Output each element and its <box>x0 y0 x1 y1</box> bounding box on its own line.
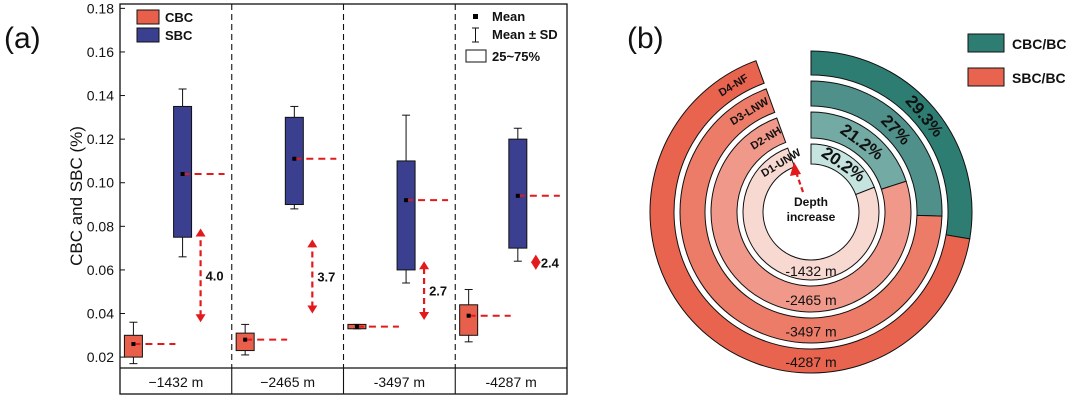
ratio-arrow-head-bottom <box>307 305 318 314</box>
cbc-box <box>123 334 143 358</box>
sbc-bc-segment <box>742 147 880 281</box>
sbc-box <box>396 160 416 271</box>
legend-swatch-sbc <box>136 27 160 43</box>
legend-swatch-cbc-bc <box>967 33 1005 53</box>
cbc-box <box>459 304 479 336</box>
depth-arrow-head <box>790 162 801 176</box>
depth-arrow-shaft <box>794 171 805 193</box>
y-tick-label: 0.10 <box>87 175 114 191</box>
sbc-bc-segment <box>710 117 912 313</box>
ratio-arrow-head-bottom <box>530 261 541 270</box>
panel-b-letter: (b) <box>627 22 664 55</box>
category-label: −2465 m <box>260 374 315 390</box>
y-tick-label: 0.02 <box>87 349 114 365</box>
ratio-arrow-head-top <box>195 228 206 237</box>
legend-swatch-cbc <box>136 9 160 25</box>
ratio-arrow-head-top <box>307 239 318 248</box>
legend-label: Mean ± SD <box>492 27 558 42</box>
y-tick-label: 0.04 <box>87 306 114 322</box>
y-tick-label: 0.12 <box>87 131 114 147</box>
legend-label: CBC/BC <box>1012 36 1066 52</box>
ratio-label: 2.4 <box>541 255 560 270</box>
category-label: −1432 m <box>148 374 203 390</box>
y-tick-label: 0.14 <box>87 88 114 104</box>
ratio-label: 4.0 <box>206 268 224 283</box>
ratio-arrow-head-bottom <box>419 312 430 321</box>
legend-label: Mean <box>492 9 525 24</box>
sbc-box <box>508 138 528 249</box>
ring-depth-label: -2465 m <box>785 292 836 308</box>
legend-label: SBC <box>165 28 193 43</box>
cbc-box <box>235 332 255 352</box>
legend-label: SBC/BC <box>1012 70 1066 86</box>
panel-a-box-chart: 0.02 0.04 0.06 0.08 0.10 0.12 0.14 0.16 0.18 −143… <box>87 0 568 395</box>
ring-depth-label: -3497 m <box>785 324 836 340</box>
center-label-depth: Depth <box>794 195 828 209</box>
legend-label: 25~75% <box>492 49 541 64</box>
cbc-mean-marker <box>131 342 136 347</box>
sbc-mean-marker <box>515 193 520 198</box>
ratio-label: 3.7 <box>317 269 335 284</box>
panel-a-letter: (a) <box>4 22 41 55</box>
legend-iqr-box <box>465 49 487 63</box>
ring-depth-label: -4287 m <box>785 354 836 370</box>
ratio-arrow-head-bottom <box>195 314 206 323</box>
sbc-box <box>284 116 304 206</box>
y-axis-title: CBC and SBC (%) <box>67 126 86 266</box>
sbc-mean-marker <box>404 198 409 203</box>
sbc-mean-marker <box>292 156 297 161</box>
sbc-bc-segment <box>649 60 971 374</box>
legend-mean-marker <box>473 14 478 19</box>
y-tick-label: 0.18 <box>87 0 114 16</box>
center-label-increase: increase <box>787 210 836 224</box>
y-tick-label: 0.16 <box>87 44 114 60</box>
legend-swatch-sbc-bc <box>967 67 1005 87</box>
sbc-bc-segment <box>679 88 943 344</box>
ratio-label: 2.7 <box>429 284 447 299</box>
panel-b-donut-chart: 20.2%D1-UNW-1432 m21.2%D2-NH-2465 m27%D3… <box>649 33 1066 374</box>
cbc-mean-marker <box>243 337 248 342</box>
sbc-mean-marker <box>180 172 185 177</box>
category-label: -3497 m <box>374 374 425 390</box>
ratio-arrow-head-top <box>530 254 541 263</box>
ratio-arrow-head-top <box>419 261 430 270</box>
y-tick-label: 0.06 <box>87 262 114 278</box>
sbc-box <box>173 105 193 238</box>
cbc-mean-marker <box>354 324 359 329</box>
legend-label: CBC <box>165 10 194 25</box>
y-tick-label: 0.08 <box>87 218 114 234</box>
category-label: -4287 m <box>485 374 536 390</box>
cbc-mean-marker <box>466 313 471 318</box>
ring-depth-label: -1432 m <box>785 263 836 279</box>
